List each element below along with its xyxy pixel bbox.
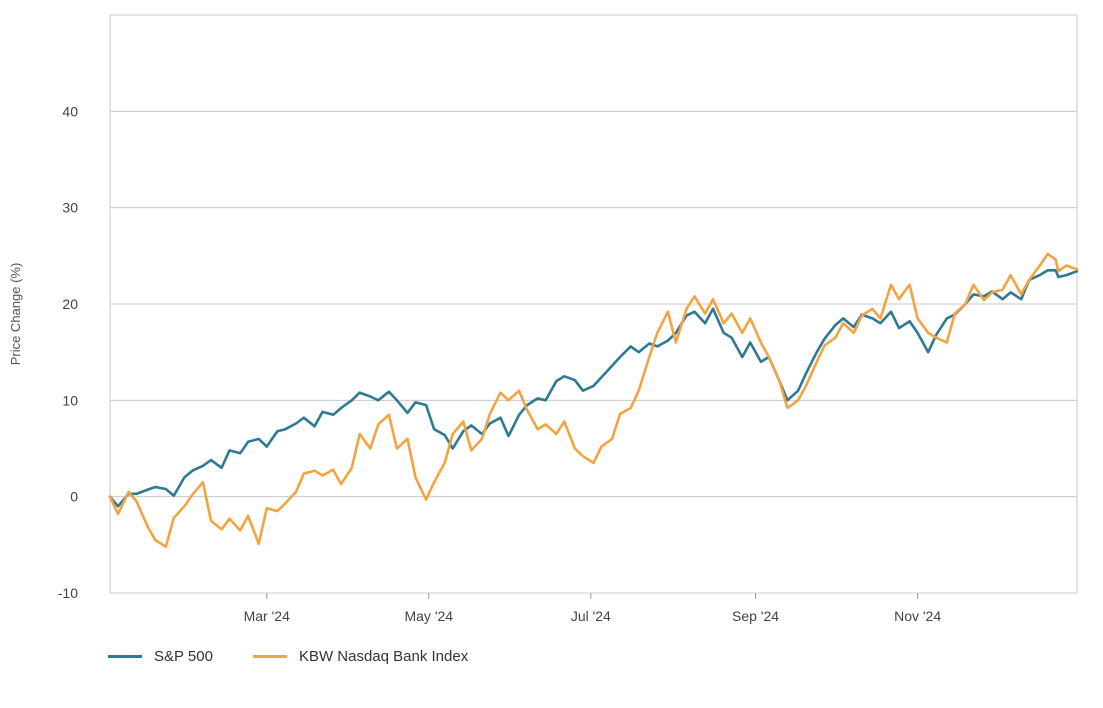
legend-item-sp500: S&P 500	[108, 648, 213, 665]
x-tick-label-0: Mar '24	[244, 608, 290, 624]
x-tick-label-3: Sep '24	[732, 608, 779, 624]
y-tick-label-20: 20	[62, 296, 78, 312]
x-tick-label-1: May '24	[404, 608, 453, 624]
legend-swatch-sp500	[108, 655, 142, 658]
y-tick-label-0: 0	[70, 489, 78, 505]
x-tick-label-4: Nov '24	[894, 608, 941, 624]
series-line-kbw-bank-index	[108, 252, 1079, 549]
legend-swatch-kbw	[252, 655, 287, 658]
legend-label-sp500: S&P 500	[154, 648, 213, 665]
y-axis-label: Price Change (%)	[8, 263, 23, 366]
series-line-sp500	[108, 268, 1079, 508]
y-tick-label-10: 10	[62, 392, 78, 408]
legend: S&P 500 KBW Nasdaq Bank Index	[108, 648, 508, 665]
legend-item-kbw: KBW Nasdaq Bank Index	[252, 648, 469, 665]
y-tick-label-30: 30	[62, 200, 78, 216]
legend-label-kbw: KBW Nasdaq Bank Index	[298, 648, 469, 665]
y-tick-label-40: 40	[62, 103, 78, 119]
y-tick-label-neg10: -10	[58, 585, 78, 601]
x-tick-label-2: Jul '24	[571, 608, 611, 624]
